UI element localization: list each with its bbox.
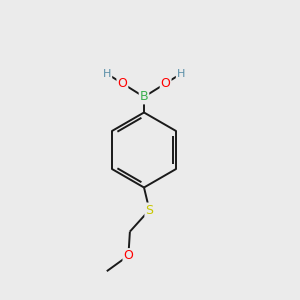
Text: O: O bbox=[124, 249, 133, 262]
Text: S: S bbox=[146, 203, 153, 217]
Text: O: O bbox=[117, 77, 127, 90]
Text: O: O bbox=[161, 77, 171, 90]
Text: H: H bbox=[103, 69, 111, 79]
Text: H: H bbox=[177, 69, 185, 79]
Text: B: B bbox=[140, 90, 148, 104]
